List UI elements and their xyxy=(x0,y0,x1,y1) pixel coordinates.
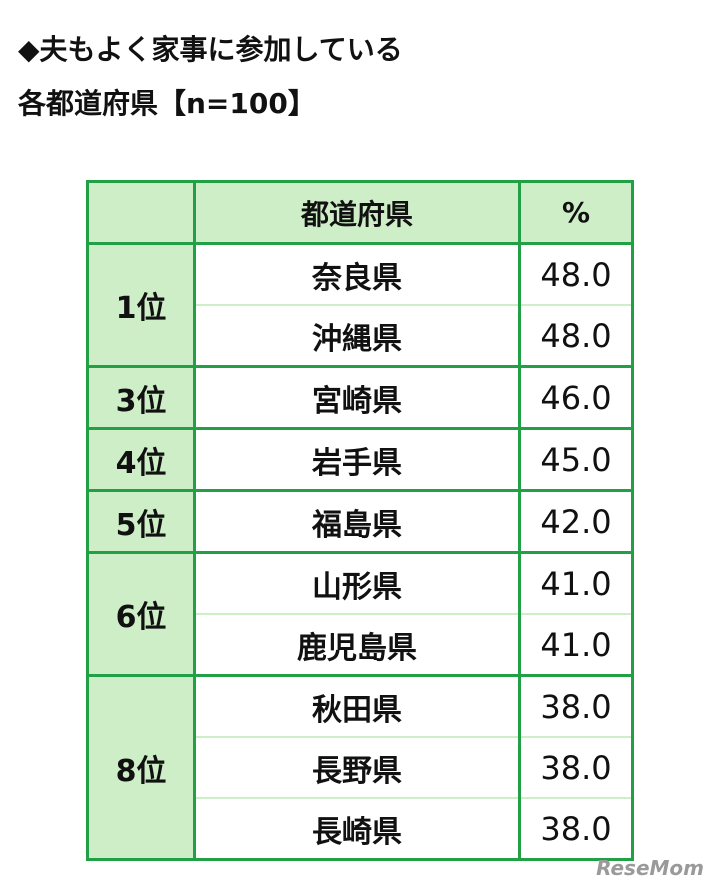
rank-cell: 4位 xyxy=(86,427,196,492)
ranking-table: 都道府県 % 1位 奈良県 48.0 沖縄県 48.0 3位 宮崎県 46.0 4位 岩手県 45.… xyxy=(86,180,634,861)
percent-cell: 46.0 xyxy=(518,365,633,429)
table-row: 6位 山形県 41.0 xyxy=(86,551,633,677)
header-cell: % xyxy=(518,180,634,245)
prefecture-cell: 鹿児島県 xyxy=(193,613,520,676)
percent-cell: 45.0 xyxy=(518,427,633,491)
title-line: 各都道府県【n=100】 xyxy=(18,87,316,120)
percent-cell: 38.0 xyxy=(518,797,633,860)
prefecture-cell: 奈良県 xyxy=(193,242,520,305)
percent-cell: 42.0 xyxy=(518,489,633,553)
rank-cell: 1位 xyxy=(86,242,196,368)
table-row: 4位 岩手県 45.0 xyxy=(86,427,633,492)
percent-cell: 48.0 xyxy=(518,242,633,305)
prefecture-cell: 沖縄県 xyxy=(193,304,520,367)
table-row: 鹿児島県 41.0 xyxy=(88,613,633,676)
percent-cell: 41.0 xyxy=(518,551,633,614)
percent-cell: 38.0 xyxy=(518,674,633,737)
table-row: 1位 奈良県 48.0 xyxy=(86,242,633,368)
title-line: ◆夫もよく家事に参加している xyxy=(18,33,403,66)
table-row: 長崎県 38.0 xyxy=(88,797,633,860)
prefecture-cell: 長野県 xyxy=(193,736,520,798)
prefecture-cell: 秋田県 xyxy=(193,674,520,737)
percent-cell: 48.0 xyxy=(518,304,633,367)
table-row: 長野県 38.0 xyxy=(88,736,633,798)
prefecture-cell: 岩手県 xyxy=(193,427,520,491)
table-row: 沖縄県 48.0 xyxy=(88,304,633,367)
prefecture-cell: 宮崎県 xyxy=(193,365,520,429)
rank-cell: 5位 xyxy=(86,489,196,554)
table-row: 8位 秋田県 38.0 xyxy=(86,674,633,861)
header-row: 都道府県 % xyxy=(86,180,634,245)
rank-cell: 6位 xyxy=(86,551,196,677)
table-row: 3位 宮崎県 46.0 xyxy=(86,365,633,430)
header-cell xyxy=(86,180,196,245)
prefecture-cell: 山形県 xyxy=(193,551,520,614)
table-row: 5位 福島県 42.0 xyxy=(86,489,633,554)
header-cell: 都道府県 xyxy=(193,180,521,245)
prefecture-cell: 福島県 xyxy=(193,489,520,553)
percent-cell: 38.0 xyxy=(518,736,633,798)
watermark: ReseMom xyxy=(596,856,704,880)
percent-cell: 41.0 xyxy=(518,613,633,676)
prefecture-cell: 長崎県 xyxy=(193,797,520,860)
rank-cell: 8位 xyxy=(86,674,196,861)
rank-cell: 3位 xyxy=(86,365,196,430)
